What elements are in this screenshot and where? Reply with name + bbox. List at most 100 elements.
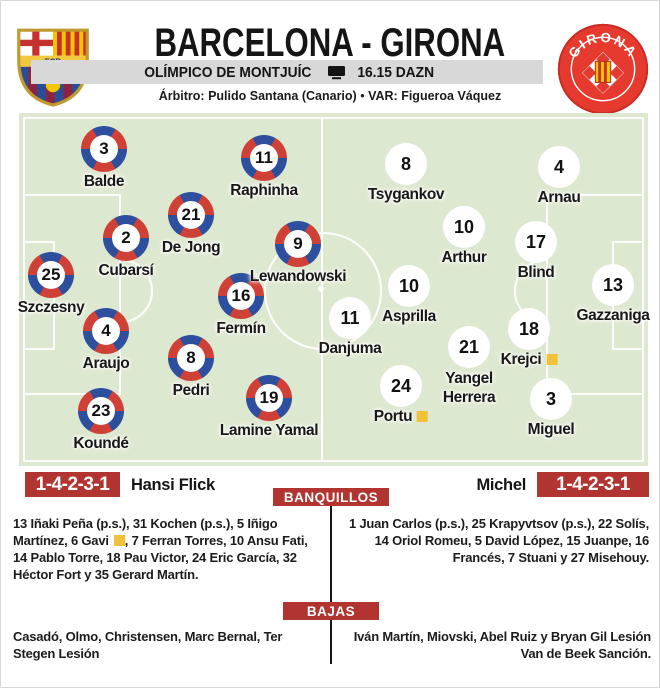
player-name: Asprilla <box>382 308 436 326</box>
away-player-marker: 10 <box>388 265 430 307</box>
player-number: 8 <box>177 344 205 372</box>
bench-home-text-1: 13 Iñaki Peña (p.s.), 31 Kochen (p.s.), … <box>13 516 278 548</box>
player-number: 24 <box>390 375 412 396</box>
player-number: 21 <box>458 336 480 357</box>
player-name: Koundé <box>73 435 129 453</box>
home-player-marker: 9 <box>275 221 321 267</box>
player-number: 3 <box>545 388 556 409</box>
away-player-marker: 24 <box>380 365 422 407</box>
var-name: Figueroa Váquez <box>401 89 502 103</box>
center-circle <box>264 232 382 350</box>
bajas-away-line2: Van de Beek Sanción. <box>520 646 652 661</box>
player-name: Balde <box>83 173 125 191</box>
player-number: 25 <box>37 261 65 289</box>
player-name-text: Raphinha <box>230 182 298 199</box>
player-name: Krejci <box>501 351 558 369</box>
player-number: 2 <box>112 224 140 252</box>
bench-home-text-2: , 7 Ferran Torres, 10 Ansu Fati, 14 Pabl… <box>13 533 308 582</box>
player-name-text: Arnau <box>537 189 581 206</box>
penalty-area-left <box>23 194 121 395</box>
player-number: 19 <box>255 384 283 412</box>
player-number: 3 <box>90 135 118 163</box>
player-name-text: De Jong <box>161 239 221 256</box>
away-player-marker: 21 <box>448 326 490 368</box>
away-player-marker: 13 <box>592 264 634 306</box>
match-title: BARCELONA - GIRONA <box>1 21 659 66</box>
player-name: Portu <box>374 408 429 426</box>
player-name: Fermín <box>216 320 266 338</box>
player-name-text: Araujo <box>82 355 130 372</box>
player-number: 17 <box>525 231 547 252</box>
venue-bar: OLÍMPICO DE MONTJUÍC 16.15 DAZN <box>31 60 543 84</box>
home-coach: Hansi Flick <box>131 476 215 494</box>
player-name: Gazzaniga <box>576 307 649 325</box>
player-name-text: Miguel <box>527 421 575 438</box>
column-divider <box>330 506 332 664</box>
penalty-area-right <box>546 194 644 395</box>
player-number: 23 <box>87 397 115 425</box>
player-name: Raphinha <box>230 182 298 200</box>
away-coach: Michel <box>476 476 526 494</box>
away-player-marker: 8 <box>385 143 427 185</box>
player-name-text: Lamine Yamal <box>219 422 319 439</box>
player-number: 11 <box>250 144 278 172</box>
booked-icon <box>113 535 125 546</box>
player-number: 8 <box>400 153 411 174</box>
separator-dot: • <box>360 89 365 103</box>
player-number: 11 <box>340 307 360 328</box>
player-name-text: Gazzaniga <box>576 307 650 324</box>
player-name: Pedri <box>173 382 210 400</box>
player-number: 4 <box>553 156 564 177</box>
booked-icon <box>417 411 429 422</box>
var-label: VAR: <box>368 89 398 103</box>
referee-line: Árbitro: Pulido Santana (Canario) • VAR:… <box>1 89 659 103</box>
tv-icon <box>327 65 345 79</box>
bajas-badge: BAJAS <box>283 602 379 620</box>
player-name: Araujo <box>83 355 130 373</box>
player-number: 18 <box>518 318 540 339</box>
bench-home-list: 13 Iñaki Peña (p.s.), 31 Kochen (p.s.), … <box>13 515 316 583</box>
player-name-text: Lewandowski <box>249 268 347 285</box>
player-name: De Jong <box>161 239 221 257</box>
kickoff-time: 16.15 DAZN <box>356 63 434 81</box>
away-player-marker: 17 <box>515 221 557 263</box>
bajas-away-line1: Iván Martín, Miovski, Abel Ruiz y Bryan … <box>353 629 651 644</box>
venue-name: OLÍMPICO DE MONTJUÍC <box>144 63 312 81</box>
player-name: Lewandowski <box>249 268 347 286</box>
referee-name: Pulido Santana (Canario) <box>208 89 357 103</box>
player-number: 10 <box>398 275 420 296</box>
player-name-text: Tsygankov <box>367 186 445 203</box>
player-number: 4 <box>92 317 120 345</box>
player-name-text: Balde <box>83 173 125 190</box>
away-player-marker: 11 <box>329 297 371 339</box>
player-name-text: Koundé <box>73 435 129 452</box>
away-player-marker: 3 <box>530 378 572 420</box>
home-player-marker: 19 <box>246 375 292 421</box>
away-player-marker: 18 <box>508 308 550 350</box>
player-name: Danjuma <box>319 340 382 358</box>
player-number: 16 <box>227 282 255 310</box>
player-name-text: Arthur <box>441 249 487 266</box>
player-number: 9 <box>284 230 312 258</box>
player-name: Blind <box>518 264 555 282</box>
player-name-text: Cubarsí <box>98 262 154 279</box>
player-name-text: Yangel Herrera <box>442 370 496 406</box>
banquillos-badge: BANQUILLOS <box>273 488 389 506</box>
girona-crest: GIRONA <box>557 23 649 115</box>
player-name-text: Szczesny <box>17 299 85 316</box>
match-title-text: BARCELONA - GIRONA <box>154 21 506 65</box>
away-player-marker: 4 <box>538 146 580 188</box>
home-player-marker: 11 <box>241 135 287 181</box>
player-number: 13 <box>602 274 624 295</box>
player-name-text: Blind <box>517 264 555 281</box>
player-name-text: Pedri <box>172 382 210 399</box>
player-name: Yangel Herrera <box>433 369 505 407</box>
player-number: 10 <box>453 216 475 237</box>
home-player-marker: 2 <box>103 215 149 261</box>
home-player-marker: 25 <box>28 252 74 298</box>
bajas-away-list: Iván Martín, Miovski, Abel Ruiz y Bryan … <box>339 628 651 662</box>
player-name-text: Asprilla <box>382 308 436 325</box>
home-player-marker: 3 <box>81 126 127 172</box>
